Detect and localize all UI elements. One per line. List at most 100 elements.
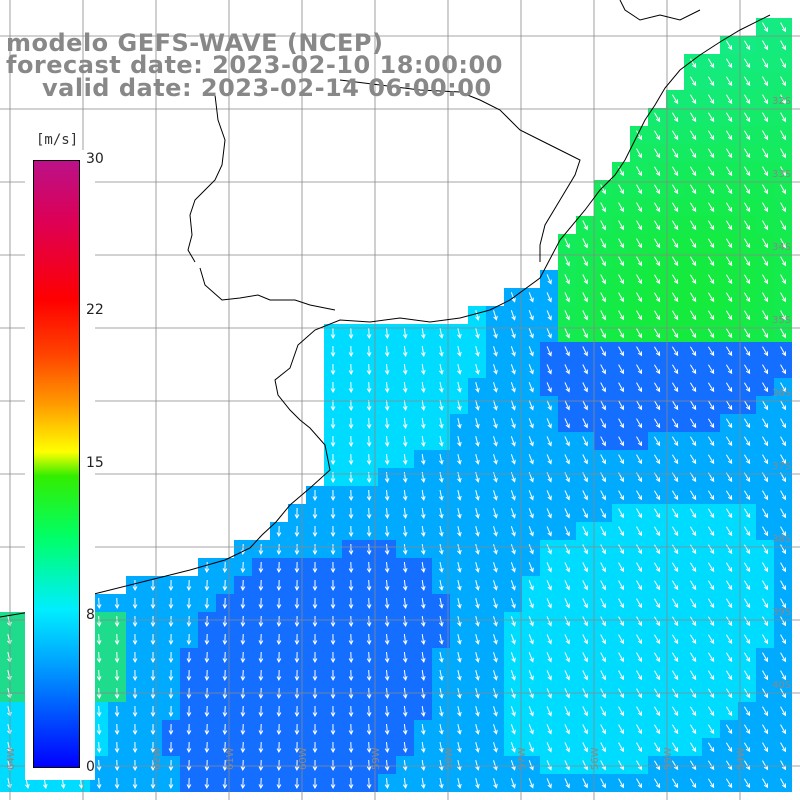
wind-arrow [475,400,480,411]
wind-arrow [671,94,679,105]
wind-arrow [707,328,715,339]
wind-arrow [600,742,606,753]
wind-arrow [348,363,354,376]
wind-arrow [780,490,786,501]
wind-arrow [762,418,769,429]
wind-arrow [402,381,408,393]
wind-arrow [384,453,390,466]
wind-arrow [707,652,715,663]
wind-arrow [528,760,534,771]
wind-arrow [330,705,336,718]
wind-arrow [600,670,606,681]
wind-arrow [618,364,624,375]
wind-arrow [528,616,534,627]
wind-arrow [582,400,588,411]
wind-arrow [564,616,570,627]
wind-arrow [582,292,588,303]
colorbar [33,160,80,768]
wind-arrow [132,597,138,610]
wind-arrow [457,562,462,573]
wind-arrow [420,597,426,609]
wind-arrow [689,94,697,105]
wind-arrow [258,669,264,682]
wind-arrow [475,724,480,735]
wind-arrow [600,526,606,537]
wind-arrow [618,454,624,465]
wind-arrow [636,310,643,321]
wind-arrow [689,778,697,789]
wind-arrow [475,634,480,645]
wind-arrow [132,651,138,664]
wind-arrow [150,579,156,592]
wind-arrow [493,310,498,321]
wind-arrow [725,328,733,339]
wind-arrow [330,543,336,556]
wind-arrow [366,525,372,538]
wind-arrow [114,705,120,718]
wind-arrow [294,525,300,538]
wind-arrow [564,256,570,267]
wind-arrow [330,633,336,646]
wind-arrow [402,705,408,717]
wind-arrow [654,346,661,357]
wind-arrow [276,525,282,538]
wind-arrow [780,238,786,249]
wind-arrow [780,598,786,609]
wind-arrow [762,40,769,51]
wind-arrow [780,40,786,51]
wind-arrow [420,741,426,753]
wind-arrow [600,238,606,249]
wind-arrow [510,382,516,393]
longitude-label: 56W [590,747,601,770]
wind-arrow [762,202,769,213]
wind-arrow [186,633,192,646]
wind-arrow [600,634,606,645]
wind-arrow [671,310,679,321]
wind-arrow [600,490,606,501]
wind-arrow [366,579,372,592]
wind-arrow [762,274,769,285]
wind-arrow [204,759,210,772]
wind-arrow [618,418,624,429]
wind-arrow [618,778,624,789]
wind-arrow [510,400,516,411]
wind-arrow [671,760,679,771]
wind-arrow [330,615,336,628]
wind-arrow [654,580,661,591]
wind-arrow [707,544,715,555]
wind-arrow [762,256,769,267]
wind-arrow [528,670,534,681]
wind-arrow [762,148,769,159]
wind-arrow [222,777,228,790]
wind-arrow [725,238,733,249]
wind-arrow [671,184,679,195]
wind-arrow [132,579,138,592]
wind-arrow [689,562,697,573]
wind-arrow [743,328,751,339]
wind-arrow [528,454,534,465]
wind-arrow [150,669,156,682]
wind-arrow [384,399,390,412]
wind-arrow [528,724,534,735]
wind-arrow [384,651,390,664]
wind-arrow [222,615,228,628]
wind-arrow [475,778,480,789]
wind-arrow [493,418,498,429]
wind-arrow [402,741,408,753]
wind-arrow [402,453,408,465]
wind-arrow [689,292,697,303]
wind-arrow [582,328,588,339]
wind-arrow [510,364,516,375]
wind-arrow [780,58,786,69]
wind-arrow [636,670,643,681]
wind-arrow [689,346,697,357]
wind-arrow [510,706,516,717]
wind-arrow [654,400,661,411]
wind-arrow [743,454,751,465]
longitude-label: 60W [298,747,309,770]
wind-arrow [582,220,588,231]
wind-arrow [330,525,336,538]
wind-arrow [258,579,264,592]
wind-arrow [348,651,354,664]
wind-arrow [528,526,534,537]
